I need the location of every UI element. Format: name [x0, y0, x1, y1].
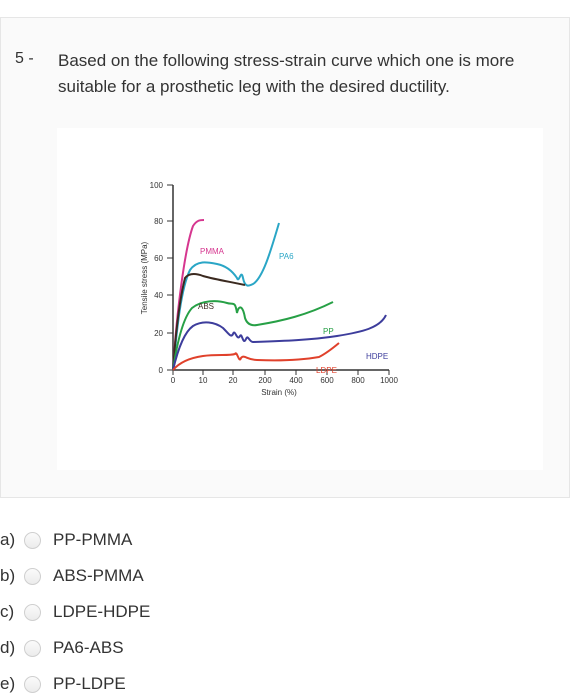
series-label-ldpe: LDPE	[316, 366, 337, 375]
curve-abs	[172, 272, 246, 371]
option-letter: c)	[0, 602, 15, 621]
x-axis-label: Strain (%)	[261, 388, 297, 397]
x-tick-label: 800	[351, 376, 365, 385]
series-label-pmma: PMMA	[200, 247, 225, 256]
curve-pa6	[172, 222, 280, 371]
y-tick-label: 100	[150, 181, 164, 190]
radio-button[interactable]	[24, 675, 41, 693]
x-ticks: 0 10 20 200 400 600 800 1000	[171, 370, 398, 385]
y-tick-label: 20	[154, 329, 163, 338]
curve-ldpe	[172, 342, 340, 371]
option-letter: a)	[0, 530, 16, 549]
series-label-pp: PP	[323, 327, 334, 336]
curve-hdpe	[172, 314, 387, 371]
x-tick-label: 20	[229, 376, 238, 385]
option-a[interactable]: a) PP-PMMA	[0, 528, 300, 552]
x-tick-label: 400	[289, 376, 303, 385]
option-label: PP-LDPE	[53, 674, 126, 693]
x-tick-label: 200	[258, 376, 272, 385]
stress-strain-figure: 0 20 40 60 80 100 0 10 20 200	[57, 128, 543, 470]
option-letter: b)	[0, 566, 16, 585]
y-tick-label: 80	[154, 217, 163, 226]
option-d[interactable]: d) PA6-ABS	[0, 636, 300, 660]
option-label: LDPE-HDPE	[53, 602, 151, 621]
question-number: 5 -	[15, 50, 34, 67]
y-tick-label: 40	[154, 291, 163, 300]
y-ticks: 0 20 40 60 80 100	[150, 181, 173, 375]
x-tick-label: 10	[199, 376, 208, 385]
option-label: PP-PMMA	[53, 530, 133, 549]
series-label-pa6: PA6	[279, 252, 294, 261]
option-letter: d)	[0, 638, 16, 657]
stress-strain-chart: 0 20 40 60 80 100 0 10 20 200	[140, 181, 398, 397]
option-e[interactable]: e) PP-LDPE	[0, 672, 300, 696]
radio-button[interactable]	[24, 567, 41, 585]
radio-button[interactable]	[24, 531, 41, 549]
y-axis-label: Tensile stress (MPa)	[140, 241, 149, 314]
y-tick-label: 0	[159, 366, 164, 375]
series-label-abs: ABS	[198, 302, 214, 311]
question-text: Based on the following stress-strain cur…	[58, 51, 515, 96]
radio-button[interactable]	[24, 639, 41, 657]
x-tick-label: 1000	[380, 376, 398, 385]
option-label: ABS-PMMA	[53, 566, 144, 585]
curve-pp	[172, 300, 334, 371]
option-letter: e)	[0, 674, 16, 693]
question-card: 5 - Based on the following stress-strain…	[0, 17, 570, 498]
series-label-hdpe: HDPE	[366, 352, 388, 361]
option-b[interactable]: b) ABS-PMMA	[0, 564, 300, 588]
x-tick-label: 0	[171, 376, 176, 385]
option-c[interactable]: c) LDPE-HDPE	[0, 600, 300, 624]
option-label: PA6-ABS	[53, 638, 124, 657]
x-tick-label: 600	[320, 376, 334, 385]
radio-button[interactable]	[24, 603, 41, 621]
y-tick-label: 60	[154, 254, 163, 263]
